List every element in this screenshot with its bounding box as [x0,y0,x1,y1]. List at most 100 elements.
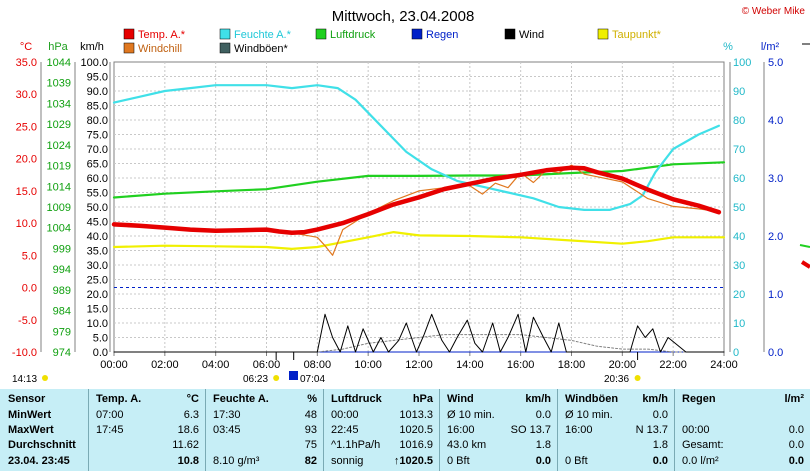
press-tick-label: 999 [53,243,71,255]
wind-tick-label: 25.0 [87,275,108,287]
table-cell-sub: ^1.1hPa/h [331,439,381,451]
table-cell-sub: 43.0 km [447,439,487,451]
press-tick-label: 974 [53,347,71,359]
table-cell-value: 1.8 [535,439,551,451]
table-header-label: Luftdruck [331,393,382,405]
wind-tick-label: 20.0 [87,289,108,301]
table-divider [557,389,558,471]
legend-label: Wind [519,29,544,41]
series-wind [113,313,725,353]
x-tick-label: 14:00 [456,359,484,371]
table-header-unit: l/m² [784,393,804,405]
table-header-label: Feuchte A. [213,393,269,405]
series-feuchte-a [112,84,721,211]
table-cell-value: 82 [304,455,317,467]
temp-tick-label: -5.0 [18,315,37,327]
rain-tick-label: 1.0 [768,289,783,301]
edge-fragment [800,260,810,269]
hum-tick-label: 60 [733,173,745,185]
wind-tick-label: 95.0 [87,72,108,84]
series-windchill [113,164,720,256]
wind-tick-label: 30.0 [87,260,108,272]
wind-tick-label: 35.0 [87,246,108,258]
legend-swatch [123,28,135,40]
table-cell-value: 0.0 [535,455,551,467]
table-cell-value: 10.8 [177,455,199,467]
table-cell-value: 0.0 [535,409,551,421]
table-cell-sub: 07:00 [96,409,124,421]
table-cell-sub: Ø 10 min. [565,409,613,421]
weather-chart: Mittwoch, 23.04.2008 © Weber Mike Temp. … [12,6,810,385]
press-tick-label: 1009 [47,202,71,214]
legend-label: Regen [426,29,458,41]
stats-table: Sensor Temp. A. °C Feuchte A.% Luftdruck hPa W… [0,389,810,471]
x-tick-label: 08:00 [304,359,332,371]
wind-tick-label: 10.0 [87,318,108,330]
table-cell-value [740,408,804,423]
sun-markers: 14:13 06:23 07:04 20:36 [12,352,641,385]
table-divider [439,389,440,471]
table-header-label: Temp. A. [96,393,142,405]
press-tick-label: 1034 [47,98,71,110]
table-header-unit: % [307,393,317,405]
table-cell-value: 93 [304,424,317,436]
legend-swatch [597,28,609,40]
unit-press: hPa [48,41,68,53]
table-cell-value: 11.62 [172,439,199,451]
now-time-label: 07:04 [300,374,325,385]
x-tick-label: 22:00 [659,359,687,371]
hum-tick-label: 30 [733,260,745,272]
legend: Temp. A.* Feuchte A.* Luftdruck Regen Wind Ta… [123,28,662,55]
x-tick-label: 18:00 [558,359,586,371]
table-row-label: MinWert [8,409,52,421]
hum-tick-label: 100 [733,57,751,69]
wind-tick-label: 70.0 [87,144,108,156]
table-row-label: MaxWert [8,424,54,436]
legend-label: Taupunkt* [612,29,662,41]
wind-tick-label: 50.0 [87,202,108,214]
table-divider [323,389,324,471]
hum-tick-label: 70 [733,144,745,156]
table-header-label: Wind [447,393,474,405]
series-windb-en [113,334,725,353]
legend-swatch [219,28,231,40]
table-cell-sub: Gesamt: [682,439,724,451]
unit-rain: l/m² [761,41,780,53]
table-cell-sub: 0.0 l/m² [682,455,719,467]
wind-tick-label: 80.0 [87,115,108,127]
table-cell-sub: 03:45 [213,424,241,436]
press-tick-label: 994 [53,264,71,276]
sunrise-marker [273,375,280,381]
wind-tick-label: 75.0 [87,130,108,142]
table-cell-value: 0.0 [788,455,804,467]
rain-tick-label: 4.0 [768,115,783,127]
rain-tick-label: 3.0 [768,173,783,185]
unit-wind: km/h [80,41,104,53]
edge-fragment [799,244,810,248]
table-cell-value: 1.8 [652,439,668,451]
table-divider [88,389,89,471]
table-cell-sub: 00:00 [331,409,359,421]
x-tick-label: 00:00 [100,359,128,371]
press-tick-label: 1019 [47,161,71,173]
now-marker [289,371,298,380]
table-cell-sub: 8.10 g/m³ [213,455,260,467]
wind-tick-label: 65.0 [87,159,108,171]
wind-tick-label: 15.0 [87,304,108,316]
table-divider [205,389,206,471]
table-cell-sub: 0 Bft [447,455,470,467]
table-cell-value: 48 [304,409,317,421]
legend-swatch [315,28,327,40]
legend-swatch [123,42,135,54]
rain-tick-label: 5.0 [768,57,783,69]
table-divider [674,389,675,471]
table-cell-value: 0.0 [788,439,804,451]
series-layer [111,43,810,353]
temp-tick-label: 10.0 [16,218,37,230]
plot-area [113,61,725,353]
table-header-label: Regen [682,393,716,405]
wind-tick-label: 90.0 [87,86,108,98]
copyright: © Weber Mike [742,6,806,17]
legend-swatch [411,28,423,40]
table-cell-value: 75 [304,439,317,451]
